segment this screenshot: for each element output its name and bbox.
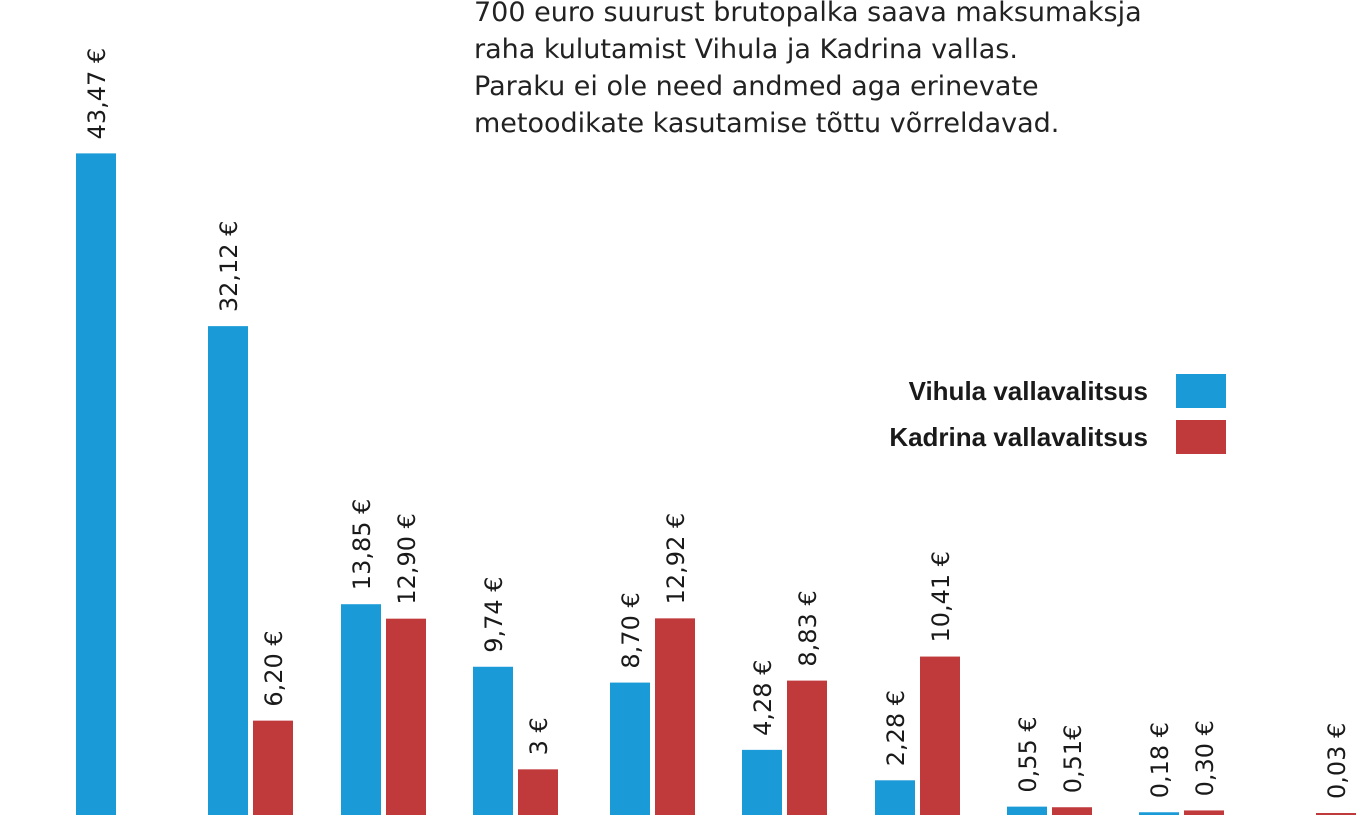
- bar-kadrina-7: [1052, 807, 1092, 815]
- description-line: raha kulutamist Vihula ja Kadrina vallas…: [474, 34, 1018, 65]
- value-label: 0,30 €: [1191, 720, 1219, 796]
- bar-kadrina-5: [787, 680, 827, 815]
- value-label: 8,70 €: [617, 592, 645, 668]
- bar-kadrina-6: [920, 656, 960, 815]
- value-label: 43,47 €: [83, 48, 111, 140]
- bar-vihula-3: [473, 666, 513, 815]
- bar-kadrina-9: [1316, 813, 1356, 815]
- legend-label: Kadrina vallavalitsus: [889, 421, 1148, 452]
- value-label: 2,28 €: [882, 690, 910, 766]
- bar-vihula-5: [742, 749, 782, 815]
- bar-vihula-4: [610, 682, 650, 815]
- bar-vihula-0: [76, 153, 116, 815]
- bar-kadrina-4: [655, 618, 695, 815]
- value-label: 32,12 €: [215, 221, 243, 313]
- bar-vihula-8: [1139, 812, 1179, 815]
- value-label: 3 €: [525, 717, 553, 755]
- legend-item-kadrina: Kadrina vallavalitsus: [889, 416, 1226, 458]
- value-label: 0,03 €: [1323, 723, 1351, 799]
- value-label: 12,92 €: [662, 513, 690, 605]
- value-label: 6,20 €: [260, 630, 288, 706]
- bar-kadrina-8: [1184, 810, 1224, 815]
- description-line: metoodikate kasutamise tõttu võrreldavad…: [474, 108, 1060, 139]
- value-label: 9,74 €: [480, 576, 508, 652]
- legend-label: Vihula vallavalitsus: [908, 375, 1148, 406]
- value-label: 0,55 €: [1014, 716, 1042, 792]
- bar-vihula-2: [341, 604, 381, 815]
- value-label: 8,83 €: [794, 590, 822, 666]
- chart-description: 700 euro suurust brutopalka saava maksum…: [474, 0, 1274, 142]
- bar-vihula-7: [1007, 806, 1047, 815]
- legend: Vihula vallavalitsus Kadrina vallavalits…: [889, 370, 1226, 462]
- value-label: 0,18 €: [1146, 722, 1174, 798]
- bar-vihula-6: [875, 780, 915, 815]
- bar-kadrina-1: [253, 720, 293, 815]
- legend-swatch: [1176, 374, 1226, 408]
- value-label: 13,85 €: [348, 499, 376, 591]
- value-label: 12,90 €: [393, 513, 421, 605]
- bar-vihula-1: [208, 326, 248, 815]
- value-label: 0,51€: [1059, 725, 1087, 794]
- description-line: 700 euro suurust brutopalka saava maksum…: [474, 0, 1142, 28]
- description-line: Paraku ei ole need andmed aga erinevate: [474, 71, 1039, 102]
- legend-item-vihula: Vihula vallavalitsus: [889, 370, 1226, 412]
- bar-kadrina-2: [386, 618, 426, 815]
- value-label: 10,41 €: [927, 551, 955, 643]
- legend-swatch: [1176, 420, 1226, 454]
- value-label: 4,28 €: [749, 660, 777, 736]
- bar-kadrina-3: [518, 769, 558, 815]
